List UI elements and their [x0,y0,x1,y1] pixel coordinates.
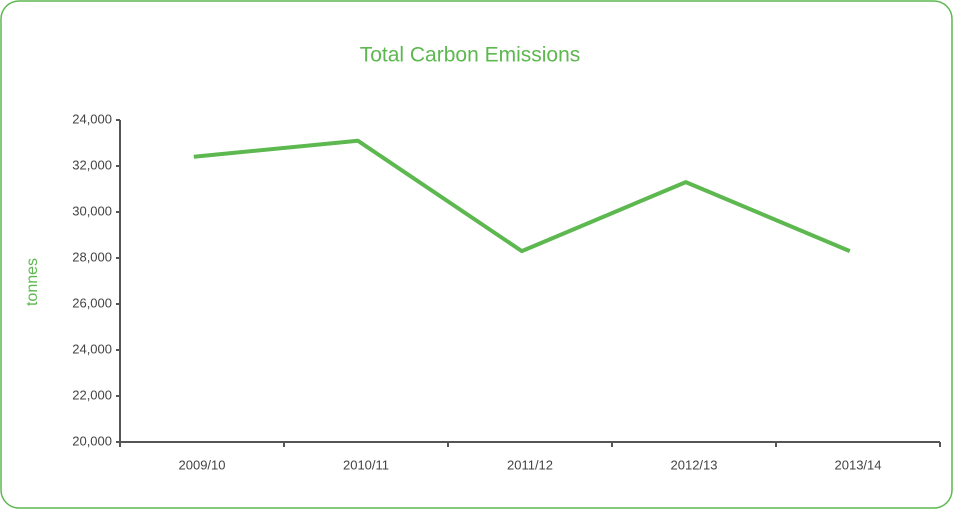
y-tick-label: 20,000 [72,433,112,448]
x-tick-label: 2009/10 [179,457,226,472]
x-tick-label: 2011/12 [507,457,553,472]
y-tick-label: 30,000 [72,203,112,218]
x-tick-label: 2010/11 [343,457,389,472]
y-tick-label: 26,000 [72,295,112,310]
y-tick-label: 24,000 [72,341,112,356]
y-tick-label: 22,000 [72,387,112,402]
y-axis-label: tonnes [24,258,41,306]
y-tick-label: 28,000 [72,249,112,264]
x-tick-label: 2012/13 [671,457,718,472]
chart-title: Total Carbon Emissions [360,44,581,67]
y-tick-label: 32,000 [72,157,112,172]
y-tick-label: 24,000 [72,111,112,126]
x-tick-label: 2013/14 [835,457,882,472]
data-line [193,138,851,254]
